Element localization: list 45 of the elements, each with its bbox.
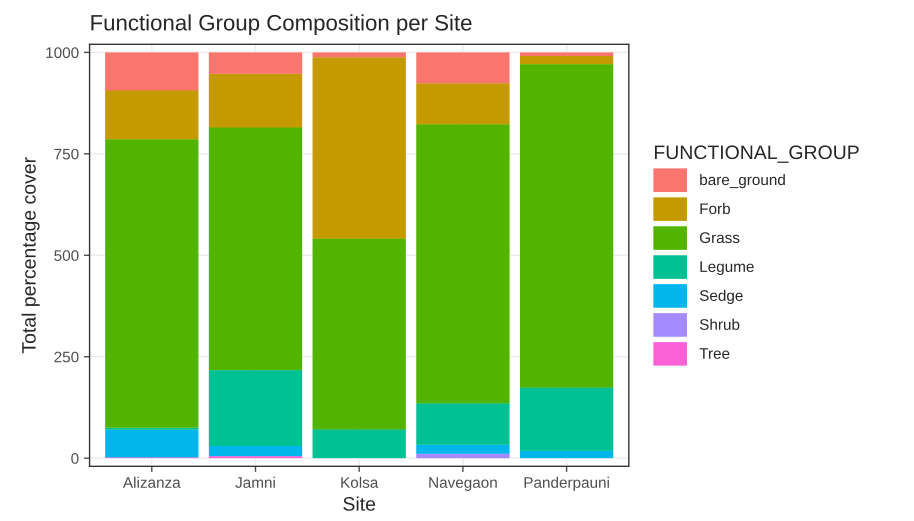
chart-title: Functional Group Composition per Site (91, 14, 472, 36)
bar (416, 124, 510, 404)
legend-label: Grass (700, 232, 740, 244)
bar (208, 74, 302, 128)
bar (520, 450, 614, 458)
bar (416, 444, 510, 454)
y-tick-label: 250 (54, 352, 79, 362)
bar (208, 127, 302, 370)
bar (105, 430, 198, 458)
y-axis-title: Total percentage cover (21, 157, 40, 354)
x-tick-label: Kolsa (341, 476, 378, 488)
legend-label: Shrub (700, 318, 740, 330)
bar (416, 83, 510, 124)
bar (312, 429, 406, 458)
bar (520, 56, 614, 64)
bar (208, 446, 302, 456)
bar (312, 52, 406, 58)
x-tick-label: Jamni (235, 476, 275, 488)
bar (312, 57, 406, 239)
x-axis-title: Site (343, 496, 376, 511)
legend-label: Tree (700, 348, 730, 359)
bar (208, 52, 302, 74)
legend-label: Sedge (700, 290, 743, 304)
bar (520, 64, 614, 388)
bar (416, 454, 510, 458)
bar (105, 90, 198, 140)
bar (208, 370, 302, 446)
bar (105, 52, 198, 91)
bar (105, 139, 198, 428)
bar (520, 388, 614, 451)
legend-title: FUNCTIONAL_GROUP (654, 145, 859, 163)
y-tick-label: 0 (71, 453, 79, 464)
x-tick-label: Alizanza (122, 476, 181, 488)
y-tick-label: 500 (54, 250, 79, 261)
legend-label: Forb (700, 202, 730, 214)
y-tick-label: 750 (54, 148, 79, 160)
bar (416, 52, 510, 84)
y-tick-label: 1000 (46, 47, 79, 58)
x-tick-label: Panderpauni (524, 476, 609, 491)
legend-label: bare_ground (700, 174, 785, 188)
legend-label: Legume (700, 261, 754, 276)
bar (520, 52, 614, 56)
x-tick-label: Navegaon (429, 477, 497, 491)
bar (312, 238, 406, 430)
bar (416, 403, 510, 445)
